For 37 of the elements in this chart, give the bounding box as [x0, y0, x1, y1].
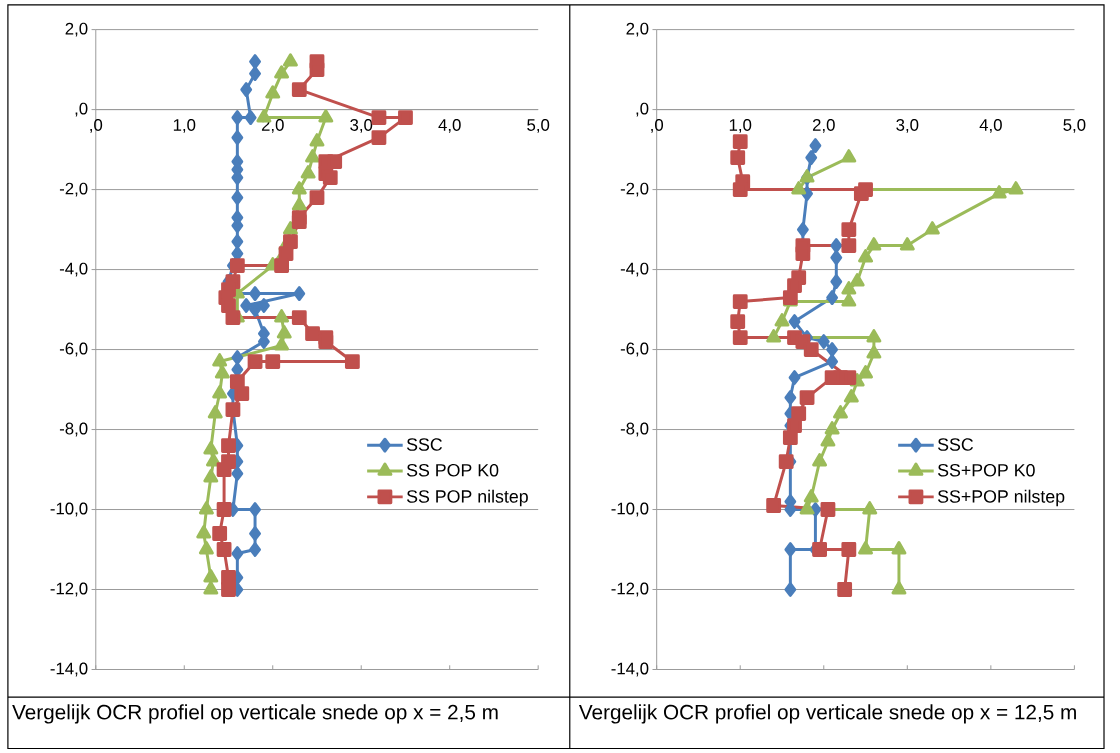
y-tick-label: -14,0 — [611, 662, 649, 677]
y-tick-label: 2,0 — [65, 22, 88, 37]
y-tick-label: -6,0 — [620, 342, 649, 357]
x-tick-label: 3,0 — [896, 118, 919, 133]
legend-label: SS POP nilstep — [406, 489, 528, 507]
text: Vergelijk OCR profiel op verticale snede op x = 12,5 m — [578, 704, 1076, 724]
x-tick-label: 1,0 — [729, 118, 752, 133]
legend-label: SS+POP K0 — [937, 463, 1035, 477]
y-tick-label: -12,0 — [50, 582, 88, 597]
y-tick-label: -2,0 — [59, 182, 88, 197]
y-tick-label: -8,0 — [620, 422, 649, 437]
legend-label: SSC — [937, 438, 974, 451]
legend-label: SS+POP nilstep — [937, 489, 1065, 507]
x-tick-label: 2,0 — [812, 118, 835, 133]
legend-label: SSC — [406, 438, 443, 451]
x-tick-label: 5,0 — [1063, 118, 1086, 133]
y-tick-label: ,0 — [75, 102, 88, 117]
y-tick-label: -4,0 — [620, 262, 649, 277]
y-tick-label: ,0 — [636, 102, 649, 117]
y-tick-label: -12,0 — [611, 582, 649, 597]
x-tick-label: 4,0 — [438, 118, 461, 133]
x-tick-label: 5,0 — [527, 118, 550, 133]
y-tick-label: -14,0 — [50, 662, 88, 677]
x-tick-label: ,0 — [90, 118, 103, 133]
x-tick-label: ,0 — [651, 118, 664, 133]
y-tick-label: -8,0 — [59, 422, 88, 437]
x-tick-label: 3,0 — [350, 118, 373, 133]
x-tick-label: 1,0 — [173, 118, 196, 133]
legend-label: SS POP K0 — [406, 463, 499, 477]
y-tick-label: 2,0 — [626, 22, 649, 37]
y-tick-label: -2,0 — [620, 182, 649, 197]
text: Vergelijk OCR profiel op verticale snede op x = 2,5 m — [12, 704, 498, 724]
x-tick-label: 4,0 — [979, 118, 1002, 133]
y-tick-label: -10,0 — [50, 502, 88, 517]
y-tick-label: -6,0 — [59, 342, 88, 357]
y-tick-label: -10,0 — [611, 502, 649, 517]
y-tick-label: -4,0 — [59, 262, 88, 277]
